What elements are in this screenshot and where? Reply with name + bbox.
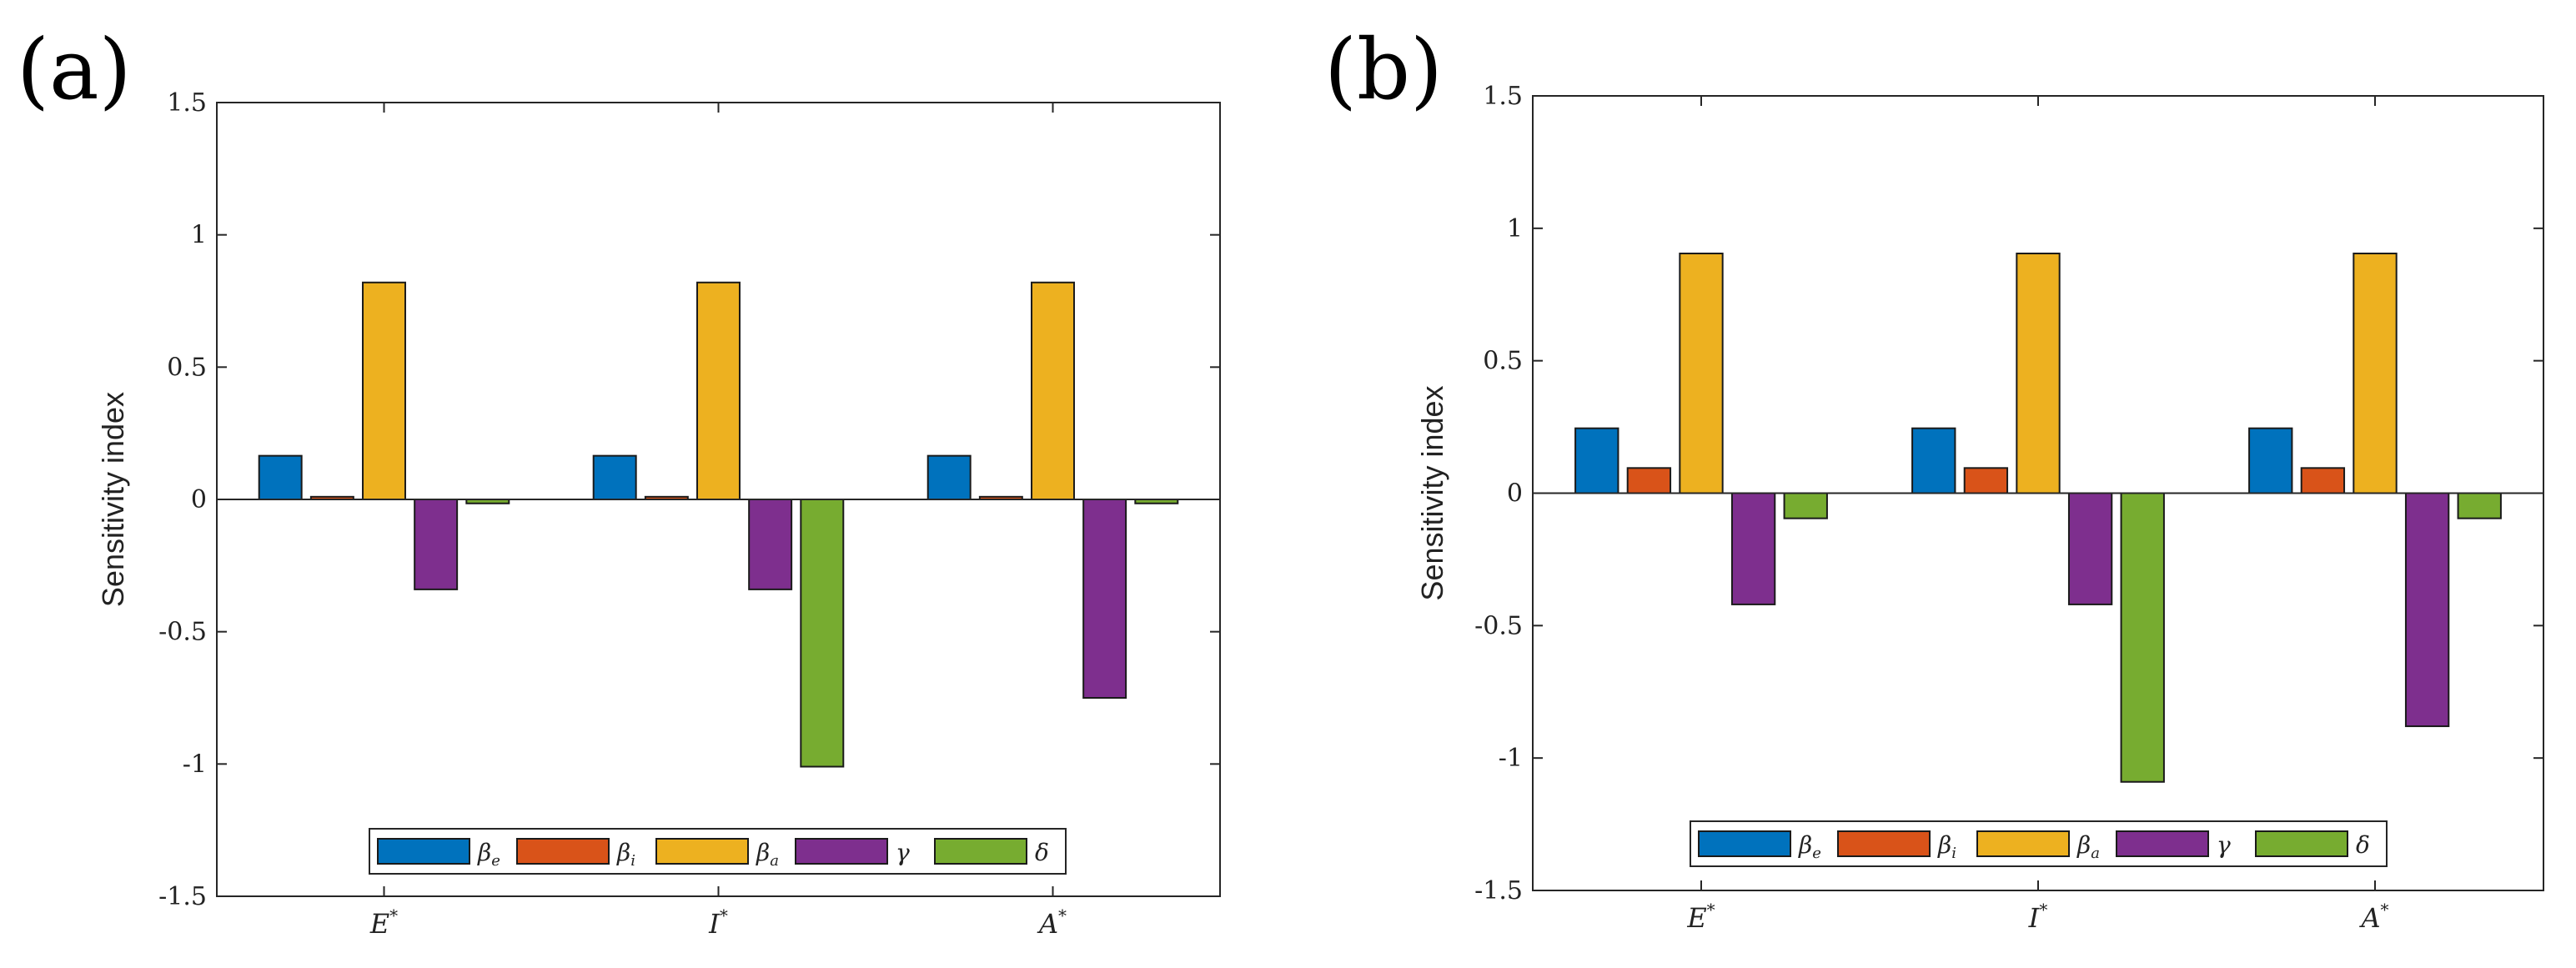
bar-i-beta-e	[592, 454, 637, 501]
legend-swatch	[516, 838, 610, 865]
chart-panel-b: (b) -1.5 -1 -0.5 0 0.5 1 1.5 Sensitivity index E*…	[1324, 21, 2544, 934]
legend-swatch	[2255, 830, 2348, 857]
bar-e-beta-a	[362, 281, 406, 500]
y-tick-label: -1.5	[1474, 876, 1523, 905]
x-tick-label: E*	[369, 905, 398, 940]
bar-e-delta	[1783, 492, 1828, 519]
legend-label: δ	[2356, 831, 2370, 859]
x-tick-label: I*	[708, 905, 728, 940]
bar-a-beta-e	[926, 454, 972, 501]
x-tick-label: A*	[2358, 900, 2388, 934]
y-tick-label: 0	[191, 485, 207, 514]
bar-i-beta-i	[1963, 467, 2009, 494]
legend-swatch	[1698, 830, 1791, 857]
bar-e-beta-a	[1679, 253, 1724, 494]
legend-swatch	[934, 838, 1027, 865]
y-tick-label: 1	[191, 221, 207, 250]
y-tick-label: -1.5	[158, 882, 207, 911]
bar-a-beta-e	[2248, 427, 2293, 494]
y-tick-label: -0.5	[158, 618, 207, 647]
x-tick-label-sup: *	[2039, 900, 2047, 920]
legend-label-sub: a	[770, 852, 779, 870]
legend-swatch	[655, 838, 749, 865]
legend-label: γ	[2217, 831, 2231, 859]
bar-a-beta-a	[1031, 281, 1075, 500]
bar-a-beta-a	[2353, 253, 2398, 494]
legend-label: γ	[896, 839, 910, 866]
x-tick-label-sup: *	[1058, 905, 1067, 925]
legend-swatch	[2116, 830, 2209, 857]
bar-a-beta-i	[2300, 467, 2346, 494]
legend-swatch	[795, 838, 888, 865]
legend-label-sub: e	[491, 852, 500, 870]
legend-label: δ	[1035, 839, 1049, 866]
y-tick-label: -1	[1499, 744, 1523, 773]
bar-i-beta-a	[696, 281, 741, 500]
legend-label-sub: i	[630, 852, 635, 870]
bar-a-delta	[2457, 492, 2502, 519]
y-axis-label: Sensitivity index	[1415, 385, 1449, 600]
x-tick-label-sup: *	[1707, 900, 1715, 920]
bar-e-beta-e	[258, 454, 303, 501]
y-tick-label: 1.5	[167, 88, 207, 118]
panel-label: (a)	[17, 21, 132, 118]
x-tick-label-sup: *	[720, 905, 728, 925]
legend-swatch	[1837, 830, 1931, 857]
bar-e-gamma	[1730, 492, 1776, 605]
legend-swatch	[377, 838, 470, 865]
panel-label: (b)	[1324, 21, 1443, 118]
x-tick-label: I*	[2028, 900, 2048, 934]
y-tick-label: 0	[1507, 479, 1523, 509]
legend-label-sub: i	[1951, 845, 1956, 862]
y-tick-label: 1	[1507, 214, 1523, 243]
bar-e-beta-i	[1626, 467, 1672, 494]
bar-i-delta	[2120, 492, 2165, 783]
y-tick-label: -1	[183, 750, 207, 779]
y-tick-label: 0.5	[1483, 347, 1523, 376]
y-tick-label: 1.5	[1483, 82, 1523, 111]
bar-i-beta-e	[1911, 427, 1956, 494]
x-tick-label: A*	[1037, 905, 1067, 940]
bar-a-gamma	[2404, 492, 2450, 728]
bar-i-beta-a	[2016, 253, 2061, 494]
x-tick-label-sup: *	[389, 905, 398, 925]
legend: βe βi βa γ δ	[1690, 820, 2388, 867]
legend-label-sub: e	[1812, 845, 1821, 862]
x-tick-label-sup: *	[2381, 900, 2389, 920]
bar-i-gamma	[748, 499, 793, 590]
bar-i-gamma	[2067, 492, 2113, 605]
legend: βe βi βa γ δ	[369, 828, 1067, 875]
y-tick-label: -0.5	[1474, 611, 1523, 640]
legend-swatch	[1976, 830, 2070, 857]
bar-a-gamma	[1082, 499, 1127, 699]
bar-e-gamma	[414, 499, 459, 590]
x-tick-label: E*	[1686, 900, 1715, 934]
y-axis-label: Sensitivity index	[96, 392, 130, 607]
y-tick-label: 0.5	[167, 353, 207, 382]
bar-i-delta	[800, 499, 845, 768]
bar-e-beta-e	[1574, 427, 1619, 494]
legend-label-sub: a	[2091, 845, 2100, 862]
chart-panel-a: (a) -1.5 -1 -0.5 0 0.5 1 1.5 Sensitivity index E*…	[17, 21, 1221, 940]
